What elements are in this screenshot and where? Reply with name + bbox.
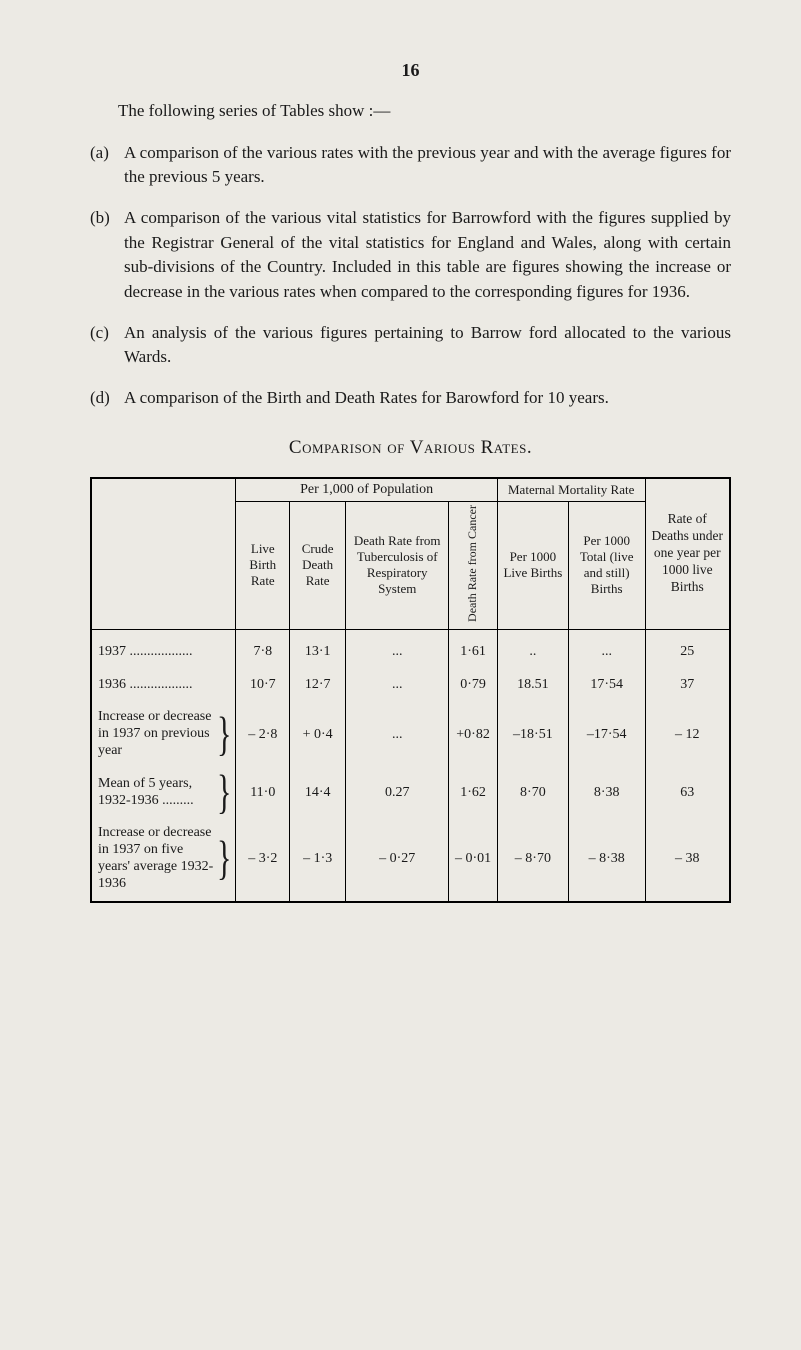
th-cancer: Death Rate from Cancer xyxy=(449,501,498,629)
table-row: Increase or de­crease in 1937 on previou… xyxy=(92,701,729,767)
list-body: A comparison of the various vital statis… xyxy=(124,206,731,305)
page-number: 16 xyxy=(90,60,731,81)
row-label: Increase or de­crease in 1937 on previou… xyxy=(92,701,236,767)
cell: 18.51 xyxy=(497,669,568,702)
cell: 37 xyxy=(645,669,729,702)
cell: 0·79 xyxy=(449,669,498,702)
th-live-birth: Live Birth Rate xyxy=(236,501,290,629)
cell: – 8·70 xyxy=(497,817,568,900)
th-rate-of: Rate of Deaths under one year per 1000 l… xyxy=(645,479,729,630)
cell: – 2·8 xyxy=(236,701,290,767)
row-label: Mean of 5 years, 1932-1936 .........} xyxy=(92,768,236,818)
cell: 25 xyxy=(645,629,729,668)
cell: 0.27 xyxy=(346,768,449,818)
brace-icon: } xyxy=(214,835,231,883)
table-title: Comparison of Various Rates. xyxy=(90,437,731,459)
th-cancer-text: Death Rate from Cancer xyxy=(466,505,480,622)
intro-line: The following series of Tables show :— xyxy=(90,99,731,123)
cell: –18·51 xyxy=(497,701,568,767)
cell: +0·82 xyxy=(449,701,498,767)
cell: – 38 xyxy=(645,817,729,900)
list-item: (b)A comparison of the various vital sta… xyxy=(90,206,731,305)
cell: –17·54 xyxy=(568,701,645,767)
th-maternal: Maternal Mortality Rate xyxy=(497,479,645,502)
cell: ... xyxy=(346,629,449,668)
comparison-table: Per 1,000 of Population Maternal Mortali… xyxy=(90,477,731,903)
cell: 63 xyxy=(645,768,729,818)
cell: 17·54 xyxy=(568,669,645,702)
cell: 10·7 xyxy=(236,669,290,702)
cell: – 1·3 xyxy=(290,817,346,900)
row-label: 1936 .................. xyxy=(92,669,236,702)
cell: .. xyxy=(497,629,568,668)
row-label: 1937 .................. xyxy=(92,629,236,668)
list-item: (a)A comparison of the various rates wit… xyxy=(90,141,731,190)
cell: ... xyxy=(568,629,645,668)
table: Per 1,000 of Population Maternal Mortali… xyxy=(92,479,729,901)
cell: 11·0 xyxy=(236,768,290,818)
cell: 7·8 xyxy=(236,629,290,668)
table-row: Mean of 5 years, 1932-1936 .........}11·… xyxy=(92,768,729,818)
cell: 8·70 xyxy=(497,768,568,818)
list-body: A comparison of the various rates with t… xyxy=(124,141,731,190)
list-marker: (c) xyxy=(90,321,124,370)
cell: – 12 xyxy=(645,701,729,767)
th-per1000-total: Per 1000 Total (live and still) Births xyxy=(568,501,645,629)
cell: 13·1 xyxy=(290,629,346,668)
list-marker: (a) xyxy=(90,141,124,190)
brace-icon: } xyxy=(214,769,231,817)
th-per-1000: Per 1,000 of Population xyxy=(236,479,497,502)
list-marker: (d) xyxy=(90,386,124,411)
list-item: (c)An analysis of the various figures pe… xyxy=(90,321,731,370)
list-item: (d)A comparison of the Birth and Death R… xyxy=(90,386,731,411)
cell: 14·4 xyxy=(290,768,346,818)
page: 16 The following series of Tables show :… xyxy=(0,0,801,1350)
brace-icon: } xyxy=(214,711,231,759)
th-tb: Death Rate from Tuberculosis of Respira­… xyxy=(346,501,449,629)
list: (a)A comparison of the various rates wit… xyxy=(90,141,731,411)
cell: 12·7 xyxy=(290,669,346,702)
th-maternal-text: Maternal Mortality Rate xyxy=(508,482,634,497)
table-row: 1936 ..................10·712·7...0·7918… xyxy=(92,669,729,702)
th-per1000-live: Per 1000 Live Births xyxy=(497,501,568,629)
cell: 1·62 xyxy=(449,768,498,818)
list-marker: (b) xyxy=(90,206,124,305)
cell: ... xyxy=(346,669,449,702)
list-body: An analysis of the various figures perta… xyxy=(124,321,731,370)
cell: 1·61 xyxy=(449,629,498,668)
table-row: Increase or de­crease in 1937 on five ye… xyxy=(92,817,729,900)
cell: – 8·38 xyxy=(568,817,645,900)
cell: 8·38 xyxy=(568,768,645,818)
table-row: 1937 ..................7·813·1...1·61...… xyxy=(92,629,729,668)
list-body: A comparison of the Birth and Death Rate… xyxy=(124,386,731,411)
cell: – 0·01 xyxy=(449,817,498,900)
cell: ... xyxy=(346,701,449,767)
row-label: Increase or de­crease in 1937 on five ye… xyxy=(92,817,236,900)
cell: + 0·4 xyxy=(290,701,346,767)
th-crude-death: Crude Death Rate xyxy=(290,501,346,629)
cell: – 3·2 xyxy=(236,817,290,900)
cell: – 0·27 xyxy=(346,817,449,900)
